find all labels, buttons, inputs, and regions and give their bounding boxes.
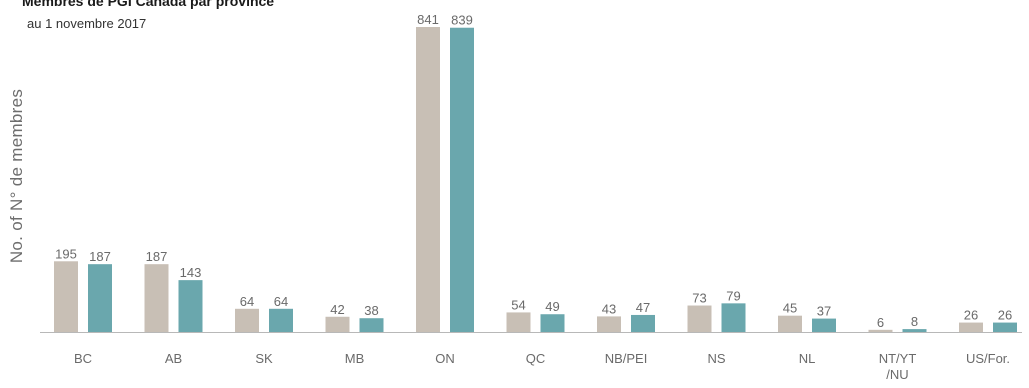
x-tick-label: ON xyxy=(435,351,455,366)
x-tick-label: NT/YT/NU xyxy=(879,351,917,382)
value-label: 6 xyxy=(877,315,884,330)
x-tick-label-line: NL xyxy=(799,351,816,366)
bar-nt-yt-nu-series-2 xyxy=(902,329,927,332)
x-tick-label: MB xyxy=(345,351,365,366)
bar-mb-series-1 xyxy=(325,316,350,332)
value-label: 49 xyxy=(545,299,559,314)
bar-bc-series-2 xyxy=(88,264,112,332)
value-label: 73 xyxy=(692,291,706,306)
x-tick-label-line: QC xyxy=(526,351,546,366)
x-tick-label: US/For. xyxy=(966,351,1010,366)
x-tick-label: QC xyxy=(526,351,546,366)
x-tick-label-line: SK xyxy=(255,351,273,366)
value-label: 143 xyxy=(180,265,202,280)
value-label: 195 xyxy=(55,246,77,261)
x-tick-label-line: NB/PEI xyxy=(605,351,648,366)
value-label: 54 xyxy=(511,297,525,312)
bar-qc-series-1 xyxy=(506,312,531,332)
value-label: 79 xyxy=(726,288,740,303)
bar-on-series-2 xyxy=(450,27,474,332)
value-label: 841 xyxy=(417,12,439,27)
bar-ns-series-2 xyxy=(721,303,746,332)
bar-sk-series-2 xyxy=(269,308,293,332)
x-tick-label-line: US/For. xyxy=(966,351,1010,366)
bar-nb-pei-series-1 xyxy=(597,316,621,332)
value-label: 64 xyxy=(274,294,288,309)
x-tick-label-line: AB xyxy=(165,351,182,366)
bar-sk-series-1 xyxy=(235,308,259,332)
x-tick-label: NB/PEI xyxy=(605,351,648,366)
x-tick-label-line: MB xyxy=(345,351,365,366)
bars-layer xyxy=(54,27,1017,332)
x-tick-label: SK xyxy=(255,351,273,366)
x-tick-label: NS xyxy=(707,351,725,366)
x-tick-label-line: NS xyxy=(707,351,725,366)
value-label: 47 xyxy=(636,300,650,315)
x-tick-label-line: ON xyxy=(435,351,455,366)
bar-on-series-1 xyxy=(416,27,440,332)
bar-nl-series-1 xyxy=(778,315,802,332)
value-label: 45 xyxy=(783,301,797,316)
bar-mb-series-2 xyxy=(359,318,384,332)
bar-bc-series-1 xyxy=(54,261,78,332)
value-label: 42 xyxy=(330,302,344,317)
x-tick-label-line: BC xyxy=(74,351,92,366)
bar-us-for-series-2 xyxy=(993,322,1017,332)
bar-qc-series-2 xyxy=(540,314,565,332)
value-label: 8 xyxy=(911,314,918,329)
value-label: 64 xyxy=(240,294,254,309)
value-label: 26 xyxy=(964,308,978,323)
x-tick-label: NL xyxy=(799,351,816,366)
chart-subtitle: au 1 novembre 2017 xyxy=(27,16,147,31)
value-label: 187 xyxy=(89,249,111,264)
chart-title: Membres de PGI Canada par province xyxy=(22,0,275,9)
x-tick-label: BC xyxy=(74,351,92,366)
bar-nb-pei-series-2 xyxy=(631,314,655,332)
value-label: 38 xyxy=(364,303,378,318)
tick-labels-layer: BC AB SK MB ON QC NB/PEI NS NL NT/YT/NU US/For. xyxy=(74,351,1010,382)
bar-ab-series-2 xyxy=(178,280,203,332)
x-tick-label-line: NT/YT xyxy=(879,351,917,366)
value-label: 839 xyxy=(451,13,473,28)
bar-nl-series-2 xyxy=(812,318,836,332)
bar-us-for-series-1 xyxy=(959,322,983,332)
bar-ab-series-1 xyxy=(144,264,169,332)
value-label: 26 xyxy=(998,308,1012,323)
value-label: 43 xyxy=(602,301,616,316)
value-label: 37 xyxy=(817,304,831,319)
x-tick-label-line: /NU xyxy=(886,367,908,382)
value-labels-layer: 195 187 187 143 64 64 42 38 841 839 54 49 43 47 73 79 45… xyxy=(55,12,1012,330)
x-tick-label: AB xyxy=(165,351,182,366)
value-label: 187 xyxy=(146,249,168,264)
bar-nt-yt-nu-series-1 xyxy=(868,329,893,332)
bar-ns-series-1 xyxy=(687,305,712,332)
